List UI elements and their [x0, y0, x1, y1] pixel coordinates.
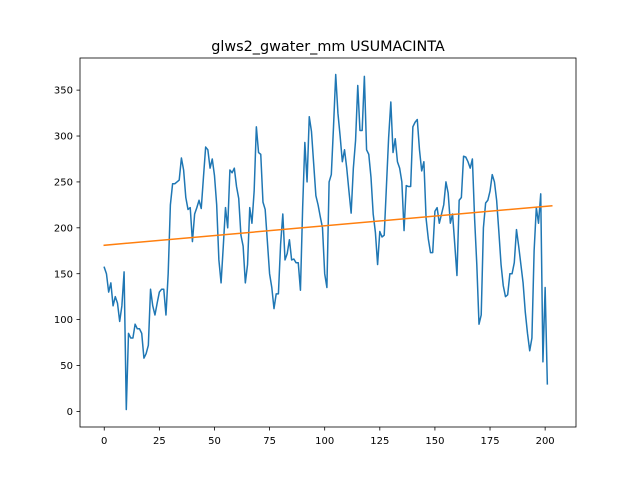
y-tick-label: 250: [54, 178, 73, 189]
y-tick-label: 300: [54, 132, 73, 143]
x-tick-label: 175: [480, 436, 499, 447]
x-tick-label: 100: [315, 436, 334, 447]
series-line-2: [103, 204, 553, 247]
series-group: [103, 73, 553, 411]
x-tick-label: 25: [153, 436, 166, 447]
chart-title: glws2_gwater_mm USUMACINTA: [211, 39, 445, 55]
y-tick-label: 350: [54, 86, 73, 97]
x-tick-label: 0: [101, 436, 107, 447]
x-tick-label: 75: [263, 436, 276, 447]
x-tick-label: 150: [425, 436, 444, 447]
series-line-1: [103, 73, 549, 411]
x-tick-label: 50: [208, 436, 221, 447]
x-axis: 0 25 50 75 100 125 150 175 200: [101, 427, 555, 447]
y-tick-label: 200: [54, 223, 73, 234]
x-tick-label: 125: [370, 436, 389, 447]
y-tick-label: 100: [54, 315, 73, 326]
y-axis: 0 50 100 150 200 250 300 350: [54, 86, 80, 418]
y-tick-label: 0: [67, 407, 73, 418]
y-tick-label: 150: [54, 269, 73, 280]
y-tick-label: 50: [60, 361, 73, 372]
x-tick-label: 200: [536, 436, 555, 447]
plot-frame: [79, 57, 577, 428]
